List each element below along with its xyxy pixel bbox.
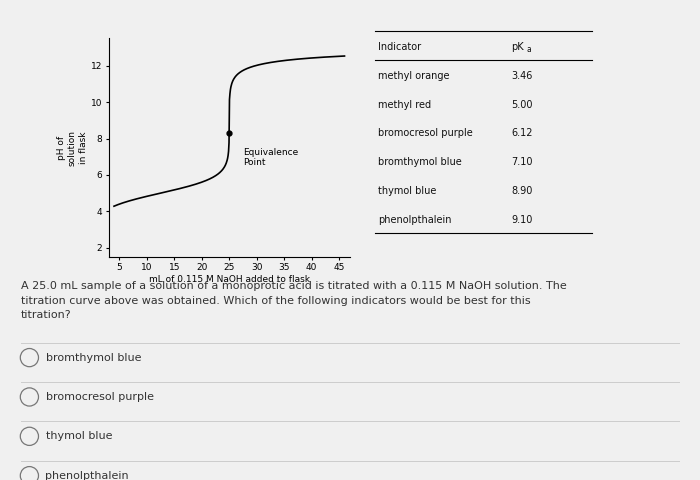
Text: methyl orange: methyl orange [378, 71, 449, 81]
Text: 5.00: 5.00 [511, 100, 533, 109]
Text: 6.12: 6.12 [511, 129, 533, 138]
Text: bromthymol blue: bromthymol blue [46, 353, 141, 362]
Text: 8.90: 8.90 [511, 186, 533, 196]
Text: thymol blue: thymol blue [378, 186, 436, 196]
Text: pK: pK [511, 42, 524, 52]
Text: phenolpthalein: phenolpthalein [46, 471, 129, 480]
Text: thymol blue: thymol blue [46, 432, 112, 441]
Text: bromocresol purple: bromocresol purple [378, 129, 472, 138]
Text: Indicator: Indicator [378, 42, 421, 52]
X-axis label: mL of 0.115 M NaOH added to flask: mL of 0.115 M NaOH added to flask [148, 275, 309, 284]
Text: bromthymol blue: bromthymol blue [378, 157, 462, 167]
Text: 9.10: 9.10 [511, 215, 533, 225]
Y-axis label: pH of
solution
in flask: pH of solution in flask [57, 130, 88, 166]
Text: Equivalence
Point: Equivalence Point [243, 148, 298, 167]
Text: 7.10: 7.10 [511, 157, 533, 167]
Text: phenolpthalein: phenolpthalein [378, 215, 452, 225]
Text: bromocresol purple: bromocresol purple [46, 392, 153, 402]
Text: 3.46: 3.46 [511, 71, 533, 81]
Text: A 25.0 mL sample of a solution of a monoprotic acid is titrated with a 0.115 M N: A 25.0 mL sample of a solution of a mono… [21, 281, 567, 321]
Text: a: a [526, 45, 531, 54]
Text: methyl red: methyl red [378, 100, 431, 109]
